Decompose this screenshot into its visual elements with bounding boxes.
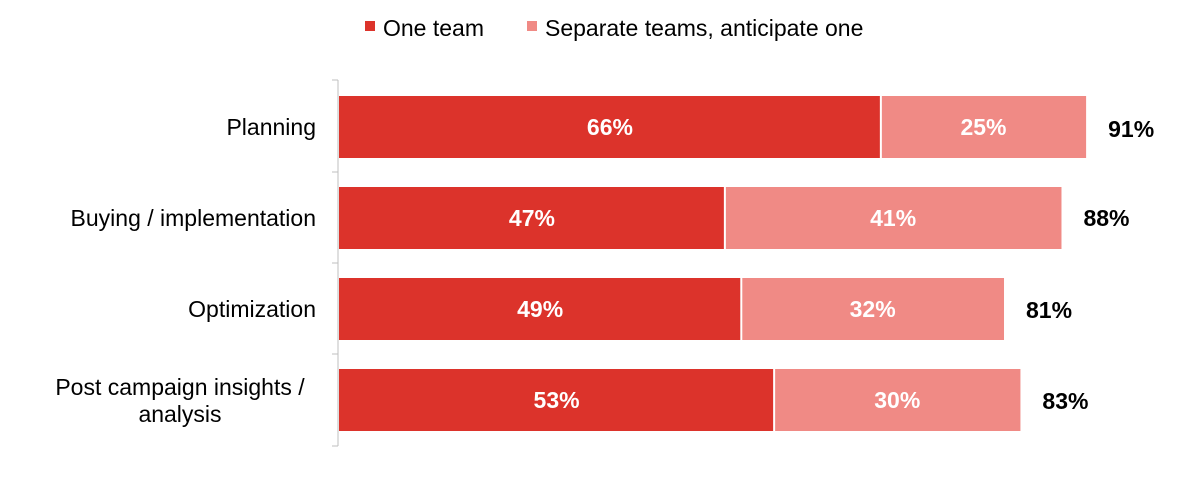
total-label: 83%: [1042, 388, 1088, 414]
data-label: 25%: [960, 114, 1006, 140]
bar-segment-one-team: [339, 278, 741, 340]
legend-swatch: [365, 21, 375, 31]
total-label: 81%: [1026, 297, 1072, 323]
data-label: 32%: [850, 296, 896, 322]
bar-segment-separate: [881, 96, 1087, 158]
category-label: Buying / implementation: [71, 205, 316, 231]
data-label: 41%: [870, 205, 916, 231]
legend-swatch: [527, 21, 537, 31]
data-label: 49%: [517, 296, 563, 322]
total-label: 91%: [1108, 116, 1154, 142]
data-label: 66%: [587, 114, 633, 140]
total-label: 88%: [1083, 205, 1129, 231]
bar-segment-separate: [725, 187, 1062, 249]
legend-label: Separate teams, anticipate one: [545, 15, 863, 41]
bar-segment-one-team: [339, 96, 880, 158]
category-label: Planning: [226, 114, 316, 140]
data-label: 47%: [509, 205, 555, 231]
legend-label: One team: [383, 15, 484, 41]
category-axis: Planning Buying / implementation Optimizat…: [55, 79, 339, 447]
legend: One team Separate teams, anticipate one: [365, 15, 863, 41]
bar-segment-one-team: [339, 187, 724, 249]
bar-segment-separate: [742, 278, 1005, 340]
data-label: 30%: [874, 387, 920, 413]
category-label: Post campaign insights / analysis: [55, 374, 305, 427]
bars: 66% 25% 91% 47% 41% 88% 49% 32% 81% 53% 30% 83%: [339, 96, 1154, 431]
category-label: Optimization: [188, 296, 316, 322]
bar-segment-separate: [775, 369, 1021, 431]
data-label: 53%: [534, 387, 580, 413]
bar-segment-one-team: [339, 369, 774, 431]
